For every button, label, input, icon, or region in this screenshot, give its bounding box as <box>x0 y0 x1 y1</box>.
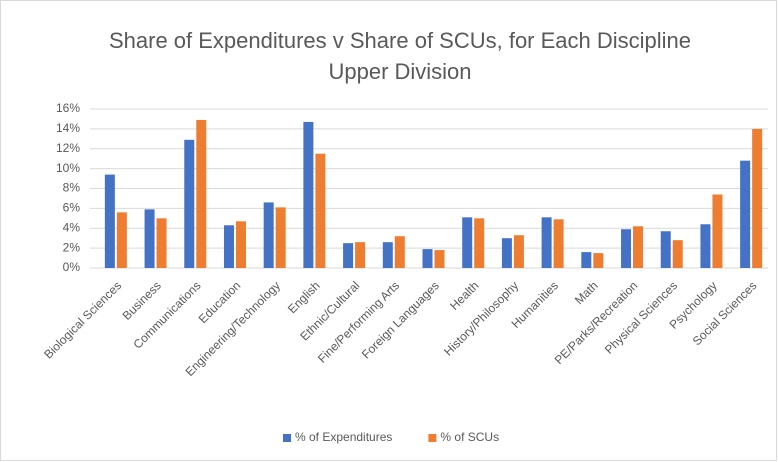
bar <box>235 221 246 268</box>
bar <box>752 128 763 268</box>
bar <box>196 119 207 269</box>
y-tick-label: 4% <box>63 220 81 234</box>
bar <box>422 249 433 268</box>
y-tick-label: 12% <box>56 141 80 155</box>
y-tick-label: 2% <box>63 240 81 254</box>
bar <box>474 218 485 268</box>
y-tick-label: 8% <box>63 181 81 195</box>
bar <box>303 121 314 268</box>
bar <box>382 242 393 268</box>
bar <box>116 212 127 268</box>
chart-title: Share of Expenditures v Share of SCUs, f… <box>109 28 691 53</box>
bar <box>700 224 711 268</box>
bar <box>660 231 671 268</box>
chart-subtitle: Upper Division <box>328 59 471 84</box>
bar <box>394 236 405 268</box>
bar <box>621 229 632 268</box>
bar <box>184 139 195 268</box>
bar <box>223 225 234 268</box>
bar <box>275 207 286 268</box>
y-tick-label: 0% <box>63 260 81 274</box>
bar <box>513 235 524 268</box>
bar <box>315 153 326 268</box>
bar <box>740 160 751 268</box>
y-tick-label: 6% <box>63 201 81 215</box>
bar <box>672 240 683 268</box>
legend-label: % of Expenditures <box>295 430 392 444</box>
bar <box>541 217 552 268</box>
y-tick-label: 16% <box>56 101 80 115</box>
bar <box>501 238 512 268</box>
bar <box>593 253 604 268</box>
bar <box>712 194 723 268</box>
bar <box>144 209 155 268</box>
bar <box>553 219 564 268</box>
y-tick-label: 14% <box>56 121 80 135</box>
bar <box>434 250 445 268</box>
bar <box>581 252 592 268</box>
legend-label: % of SCUs <box>440 430 499 444</box>
bar <box>462 217 473 268</box>
bar <box>104 174 115 268</box>
bar <box>156 218 167 268</box>
bar <box>355 242 366 268</box>
legend-swatch <box>283 434 291 442</box>
y-tick-label: 10% <box>56 161 80 175</box>
legend-swatch <box>428 434 437 442</box>
bar <box>343 243 354 268</box>
bar <box>633 226 644 268</box>
bar <box>263 202 274 268</box>
